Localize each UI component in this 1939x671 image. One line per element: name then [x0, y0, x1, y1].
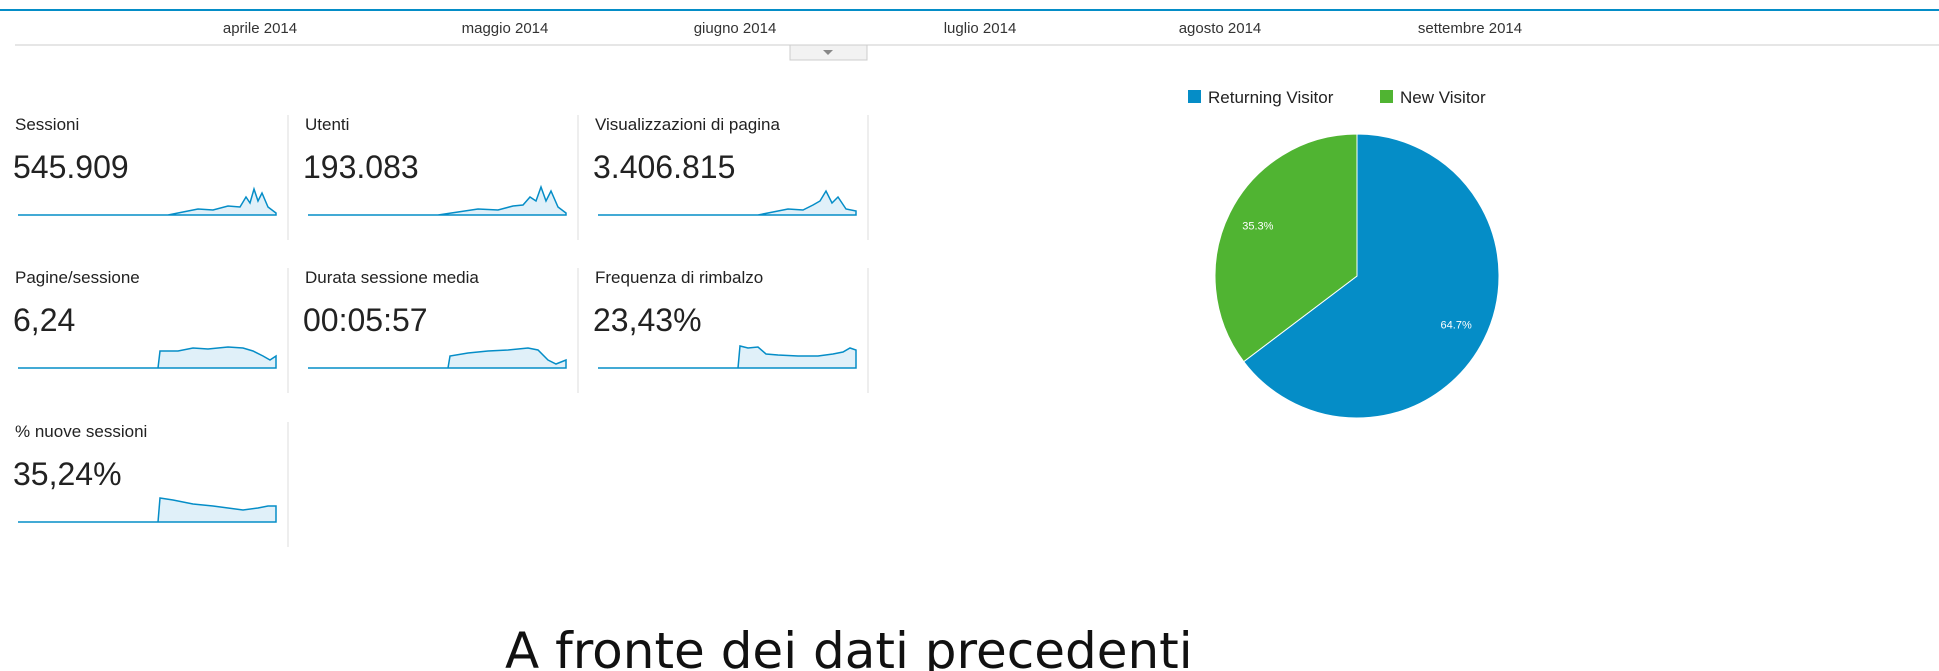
- metric-label: Frequenza di rimbalzo: [595, 268, 763, 287]
- month-label: aprile 2014: [223, 20, 297, 37]
- slice-label: 64.7%: [1441, 319, 1472, 331]
- pie-slice: [1243, 133, 1500, 419]
- metric-label: Sessioni: [15, 115, 79, 134]
- metric-value: 35,24%: [13, 456, 122, 492]
- metrics: Sessioni 545.909 Utenti 193.083 Visualizzazi…: [13, 115, 869, 547]
- slice-label: 35.3%: [1242, 221, 1273, 233]
- month-label: agosto 2014: [1179, 20, 1262, 37]
- legend-swatch: [1380, 90, 1393, 103]
- legend-swatch: [1188, 90, 1201, 103]
- month-label: giugno 2014: [694, 20, 777, 37]
- sparkline: [18, 346, 277, 369]
- metric-label: Utenti: [305, 115, 349, 134]
- metric-value: 545.909: [13, 149, 129, 185]
- metric-label: Pagine/sessione: [15, 268, 140, 287]
- month-label: settembre 2014: [1418, 20, 1522, 37]
- legend-label: Returning Visitor: [1208, 88, 1334, 107]
- sparkline: [598, 189, 857, 216]
- legend-label: New Visitor: [1400, 88, 1486, 107]
- caption: A fronte dei dati precedenti: [505, 622, 1193, 671]
- month-label: luglio 2014: [944, 20, 1017, 37]
- metric-label: Durata sessione media: [305, 268, 479, 287]
- metric-value: 3.406.815: [593, 149, 735, 185]
- month-label: maggio 2014: [462, 20, 549, 37]
- metric-value: 6,24: [13, 302, 75, 338]
- pie-chart: 64.7% 35.3% Returning Visitor New Visitor: [1188, 88, 1500, 419]
- metric-value: 193.083: [303, 149, 419, 185]
- sparkline: [18, 186, 277, 216]
- metric-label: % nuove sessioni: [15, 422, 147, 441]
- metric-value: 00:05:57: [303, 302, 428, 338]
- month-labels: aprile 2014 maggio 2014 giugno 2014 luglio …: [223, 20, 1522, 37]
- pie-slice: [1214, 133, 1358, 363]
- metric-label: Visualizzazioni di pagina: [595, 115, 780, 134]
- sparkline: [308, 184, 567, 216]
- metric-value: 23,43%: [593, 302, 702, 338]
- sparkline: [598, 345, 857, 369]
- sparkline: [18, 497, 277, 523]
- sparkline: [308, 347, 567, 369]
- toggle-arrow: [823, 50, 833, 55]
